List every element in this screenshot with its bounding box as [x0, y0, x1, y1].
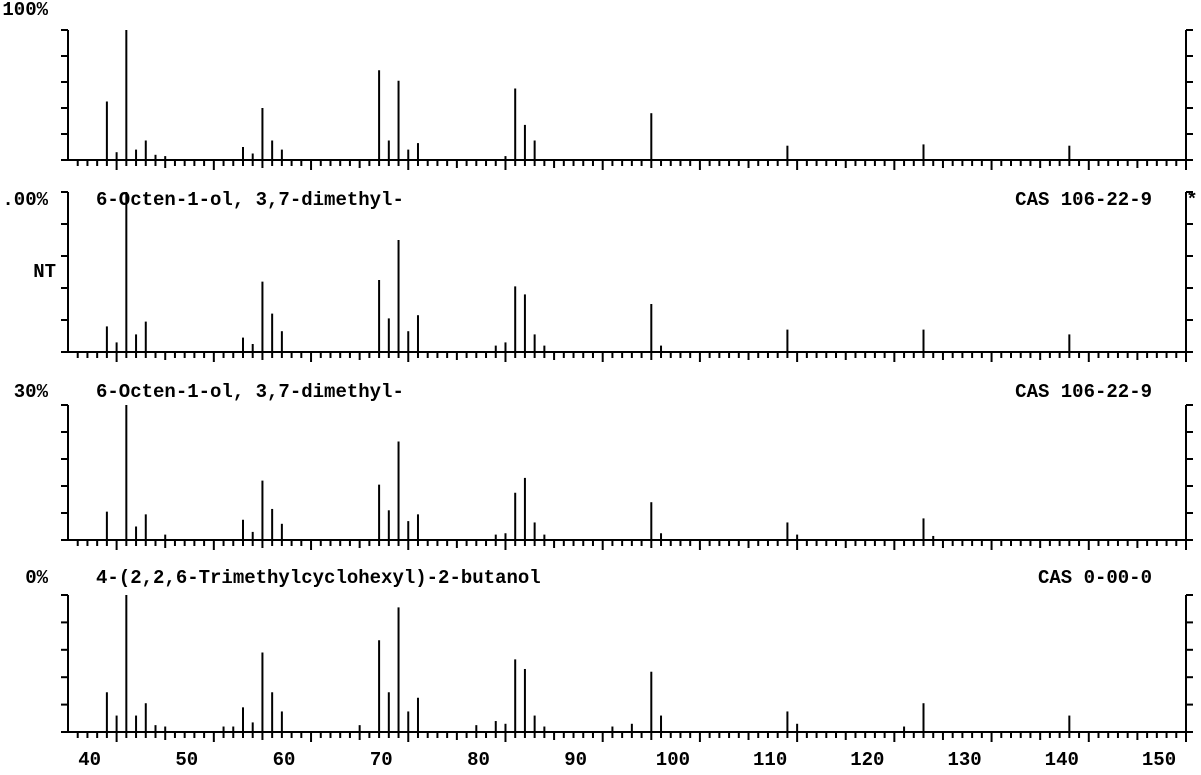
x-tick-label: 120 [850, 749, 884, 771]
spectrum-title: 6-Octen-1-ol, 3,7-dimethyl- [96, 381, 404, 403]
x-tick-label: 130 [947, 749, 981, 771]
x-tick-label: 90 [564, 749, 587, 771]
x-tick-label: 40 [78, 749, 101, 771]
x-tick-label: 70 [370, 749, 393, 771]
x-tick-label: 140 [1045, 749, 1079, 771]
x-tick-label: 150 [1142, 749, 1176, 771]
y-top-label: .00% [2, 189, 48, 211]
cas-number: CAS 106-22-9 [1015, 189, 1152, 211]
spectrum-title: 4-(2,2,6-Trimethylcyclohexyl)-2-butanol [96, 567, 541, 589]
cas-number: CAS 0-00-0 [1038, 567, 1152, 589]
annotation: * [1186, 189, 1197, 211]
y-label: NT [33, 261, 56, 283]
cas-number: CAS 106-22-9 [1015, 381, 1152, 403]
x-tick-label: 110 [753, 749, 787, 771]
y-top-label: 0% [25, 567, 48, 589]
y-top-label: 100% [2, 0, 48, 21]
x-tick-label: 50 [175, 749, 198, 771]
x-tick-label: 60 [273, 749, 296, 771]
x-tick-label: 100 [656, 749, 690, 771]
x-tick-label: 80 [467, 749, 490, 771]
spectrum-title: 6-Octen-1-ol, 3,7-dimethyl- [96, 189, 404, 211]
y-top-label: 30% [14, 381, 49, 403]
